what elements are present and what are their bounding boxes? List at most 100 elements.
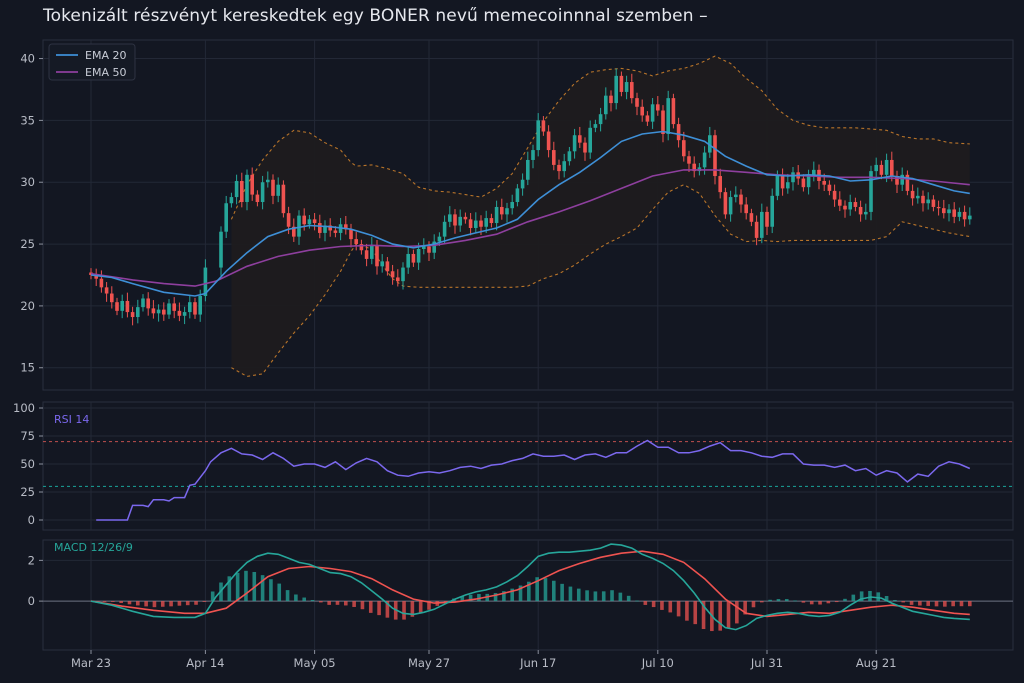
candle-body (125, 300, 130, 313)
ema50-line (90, 169, 970, 287)
candle-body (333, 230, 338, 233)
macd-histogram-bar (868, 590, 872, 602)
macd-histogram-bar (502, 591, 506, 602)
candle-body (245, 174, 249, 203)
macd-histogram-bar (360, 601, 365, 610)
candle-body (219, 231, 223, 268)
candle-body (910, 190, 915, 199)
candle-body (770, 195, 774, 227)
candle-body (141, 298, 145, 308)
macd-histogram-bar (160, 601, 165, 607)
legend-label: EMA 20 (85, 49, 126, 62)
candle-body (905, 174, 910, 191)
candle-body (411, 253, 416, 263)
candle-body (130, 312, 135, 318)
macd-histogram-bar (385, 601, 390, 618)
candle-body (390, 271, 395, 278)
x-tick-label: Mar 23 (71, 656, 111, 670)
candle-body (708, 135, 712, 153)
candle-body (749, 213, 754, 222)
macd-histogram-bar (152, 601, 157, 608)
candle-body (952, 209, 956, 217)
macd-histogram-bar (668, 601, 673, 613)
macd-histogram-bar (294, 594, 298, 602)
macd-histogram-bar (127, 601, 132, 605)
macd-histogram-bar (651, 601, 656, 608)
macd-histogram-bar (660, 601, 664, 610)
candle-body (167, 303, 171, 315)
macd-histogram-bar (527, 581, 531, 602)
candle-body (567, 151, 572, 162)
candle-body (614, 75, 618, 104)
candle-body (552, 150, 556, 165)
candle-body (448, 214, 452, 222)
candle-body (838, 199, 842, 206)
candle-body (224, 203, 228, 232)
y-tick-label: 0 (28, 513, 35, 527)
candle-body (422, 246, 426, 250)
candle-body (427, 246, 431, 253)
candle-body (942, 208, 946, 214)
chart-title: Tokenizált részvényt kereskedtek egy BON… (43, 6, 708, 26)
macd-histogram-bar (235, 572, 240, 602)
macd-histogram-bar (693, 601, 698, 625)
candle-body (858, 206, 863, 215)
macd-histogram-bar (735, 601, 739, 624)
candle-body (463, 216, 468, 220)
macd-histogram-bar (119, 601, 123, 604)
macd-histogram-bar (768, 599, 772, 602)
candle-body (115, 302, 119, 311)
x-tick-label: May 05 (294, 656, 336, 670)
candle-body (723, 192, 728, 215)
candle-body (182, 312, 187, 316)
macd-histogram-bar (909, 601, 914, 605)
y-tick-label: 15 (20, 361, 35, 375)
x-tick-label: Jul 10 (641, 656, 674, 670)
candle-body (895, 176, 899, 185)
candle-body (494, 206, 499, 224)
candle-body (432, 241, 436, 253)
candle-body (162, 309, 166, 315)
candle-body (879, 164, 884, 175)
bollinger-upper-line (230, 55, 970, 220)
macd-histogram-bar (418, 601, 423, 614)
candle-body (349, 229, 353, 240)
macd-histogram-bar (643, 601, 648, 605)
candle-body (468, 219, 473, 228)
candle-body (94, 274, 98, 279)
candle-body (650, 104, 655, 122)
macd-histogram-bar (136, 601, 140, 606)
macd-label: MACD 12/26/9 (54, 541, 133, 554)
y-tick-label: 2 (28, 553, 35, 567)
macd-histogram-bar (601, 591, 606, 602)
macd-histogram-bar (685, 601, 689, 621)
macd-histogram-bar (676, 601, 681, 617)
candle-body (671, 98, 676, 125)
macd-histogram-bar (701, 601, 706, 630)
candle-body (312, 219, 317, 224)
macd-histogram-bar (427, 601, 431, 610)
candle-body (250, 174, 254, 195)
candle-body (442, 221, 447, 237)
candle-body (843, 205, 847, 210)
macd-histogram-bar (302, 597, 306, 602)
candle-body (604, 95, 608, 115)
candle-body (328, 225, 332, 231)
candle-body (510, 202, 514, 209)
candle-body (515, 188, 520, 203)
macd-histogram-bar (934, 601, 939, 607)
candle-body (624, 82, 629, 92)
candle-body (728, 197, 733, 215)
candle-body (375, 245, 379, 267)
candle-body (760, 211, 764, 238)
macd-histogram-bar (743, 601, 747, 615)
macd-histogram-bar (468, 594, 473, 602)
candle-body (292, 226, 296, 237)
macd-histogram-bar (618, 592, 623, 602)
candle-body (536, 120, 540, 151)
macd-histogram-bar (319, 601, 323, 603)
candle-body (531, 150, 535, 160)
legend-box (48, 43, 136, 81)
candle-body (801, 178, 806, 188)
candle-body (962, 211, 967, 220)
